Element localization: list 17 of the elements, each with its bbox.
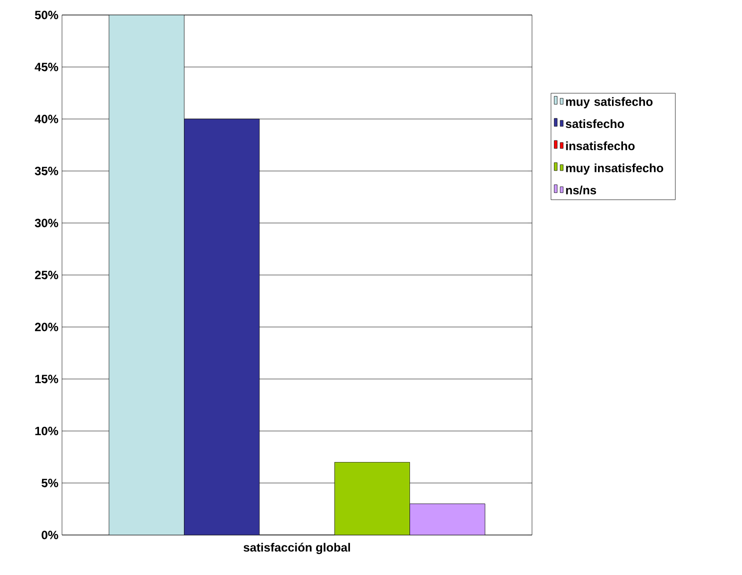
legend-label: ns/ns [566, 186, 596, 195]
y-tick-label: 45% [34, 62, 58, 72]
y-tick-label: 50% [34, 10, 58, 20]
y-tick-label: 0% [42, 530, 58, 540]
legend-label: muy insatisfecho [566, 164, 664, 175]
y-tick-label: 10% [35, 426, 58, 436]
y-tick-label: 20% [34, 322, 58, 332]
y-tick-label: 15% [35, 374, 58, 384]
y-tick-label: 25% [34, 270, 58, 280]
y-tick-label: 35% [34, 166, 58, 176]
legend-label: insatisfecho [566, 141, 635, 150]
legend-label: muy satisfecho [566, 97, 653, 108]
x-tick-label: satisfacción global [244, 542, 350, 554]
y-tick-label: 30% [34, 218, 58, 228]
y-tick-label: 40% [34, 114, 58, 124]
y-tick-label: 5% [42, 478, 58, 488]
legend-label: satisfecho [566, 119, 624, 128]
